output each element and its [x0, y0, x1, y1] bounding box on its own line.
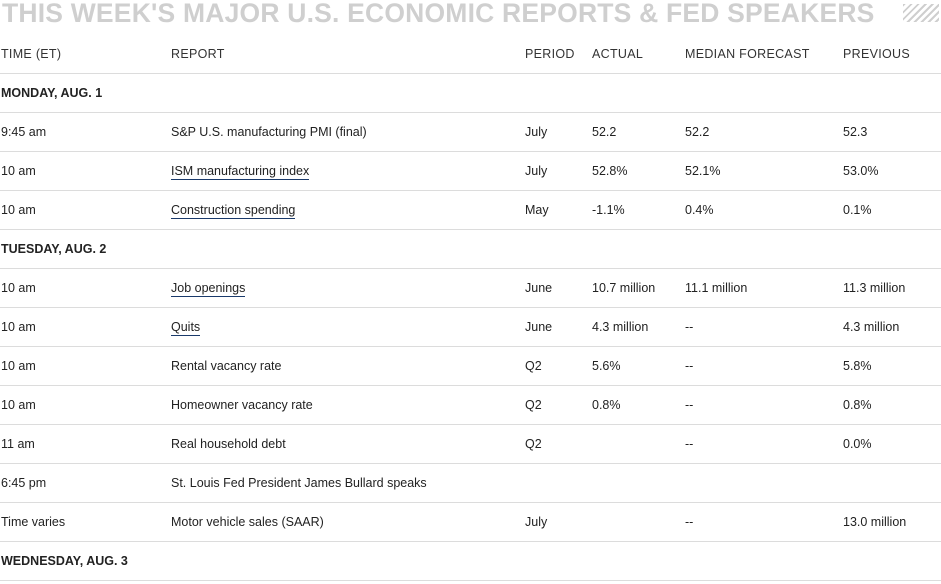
forecast-cell: -- — [684, 346, 842, 386]
actual-cell — [591, 424, 684, 464]
table-row: 11 am Real household debt Q2 -- 0.0% — [0, 424, 941, 464]
previous-cell: 53.0% — [842, 151, 941, 191]
period-cell: Q2 — [524, 346, 591, 386]
column-header-time: TIME (ET) — [0, 34, 170, 74]
table-header-row: TIME (ET) REPORT PERIOD ACTUAL MEDIAN FO… — [0, 34, 941, 74]
period-cell: May — [524, 190, 591, 230]
table-row: 10 am ISM manufacturing index July 52.8% 52.… — [0, 151, 941, 191]
time-cell: Time varies — [0, 502, 170, 542]
column-header-period: PERIOD — [524, 34, 591, 74]
actual-cell: 10.7 million — [591, 268, 684, 308]
day-section-row: WEDNESDAY, AUG. 3 — [0, 541, 941, 581]
period-cell — [524, 463, 591, 503]
report-cell: Construction spending — [170, 190, 524, 230]
period-cell: Q2 — [524, 385, 591, 425]
column-header-report: REPORT — [170, 34, 524, 74]
column-header-previous: PREVIOUS — [842, 34, 941, 74]
table-row: 9:45 am S&P U.S. manufacturing PMI (final… — [0, 112, 941, 152]
time-cell: 10 am — [0, 268, 170, 308]
period-cell: July — [524, 112, 591, 152]
time-cell: 11 am — [0, 424, 170, 464]
previous-cell: 0.8% — [842, 385, 941, 425]
actual-cell: 5.6% — [591, 346, 684, 386]
forecast-cell: 52.2 — [684, 112, 842, 152]
report-cell: St. Louis Fed President James Bullard sp… — [170, 463, 524, 503]
day-label: MONDAY, AUG. 1 — [0, 73, 941, 113]
forecast-cell: -- — [684, 385, 842, 425]
time-cell: 10 am — [0, 307, 170, 347]
table-row: Time varies Motor vehicle sales (SAAR) Jul… — [0, 502, 941, 542]
forecast-cell — [684, 463, 842, 503]
table-row: 10 am Homeowner vacancy rate Q2 0.8% -- 0.8% — [0, 385, 941, 425]
forecast-cell: 11.1 million — [684, 268, 842, 308]
previous-cell: 11.3 million — [842, 268, 941, 308]
report-cell: Job openings — [170, 268, 524, 308]
period-cell: Q2 — [524, 424, 591, 464]
time-cell: 6:45 pm — [0, 463, 170, 503]
report-cell: Quits — [170, 307, 524, 347]
report-cell: Real household debt — [170, 424, 524, 464]
table-body: MONDAY, AUG. 1 9:45 am S&P U.S. manufactur… — [0, 73, 941, 581]
forecast-cell: 0.4% — [684, 190, 842, 230]
decorative-hatch — [903, 4, 939, 22]
day-label: TUESDAY, AUG. 2 — [0, 229, 941, 269]
table-row: 10 am Job openings June 10.7 million 11.1 mi… — [0, 268, 941, 308]
report-link[interactable]: Job openings — [171, 281, 246, 297]
actual-cell: -1.1% — [591, 190, 684, 230]
forecast-cell: -- — [684, 502, 842, 542]
actual-cell: 52.2 — [591, 112, 684, 152]
page-header: THIS WEEK'S MAJOR U.S. ECONOMIC REPORTS … — [0, 0, 941, 34]
forecast-cell: -- — [684, 307, 842, 347]
table-row: 10 am Construction spending May -1.1% 0.4% 0.… — [0, 190, 941, 230]
period-cell: June — [524, 307, 591, 347]
time-cell: 10 am — [0, 190, 170, 230]
report-link[interactable]: Quits — [171, 320, 201, 336]
actual-cell: 52.8% — [591, 151, 684, 191]
time-cell: 10 am — [0, 151, 170, 191]
day-section-row: MONDAY, AUG. 1 — [0, 73, 941, 113]
report-cell: ISM manufacturing index — [170, 151, 524, 191]
forecast-cell: 52.1% — [684, 151, 842, 191]
table-row: 10 am Rental vacancy rate Q2 5.6% -- 5.8% — [0, 346, 941, 386]
actual-cell — [591, 502, 684, 542]
table-row: 10 am Quits June 4.3 million -- 4.3 million — [0, 307, 941, 347]
previous-cell: 13.0 million — [842, 502, 941, 542]
report-cell: Homeowner vacancy rate — [170, 385, 524, 425]
time-cell: 10 am — [0, 385, 170, 425]
column-header-median-forecast: MEDIAN FORECAST — [684, 34, 842, 74]
column-header-actual: ACTUAL — [591, 34, 684, 74]
table-row: 6:45 pm St. Louis Fed President James Bul… — [0, 463, 941, 503]
report-link[interactable]: Construction spending — [171, 203, 296, 219]
report-cell: Rental vacancy rate — [170, 346, 524, 386]
period-cell: June — [524, 268, 591, 308]
previous-cell: 0.1% — [842, 190, 941, 230]
day-label: WEDNESDAY, AUG. 3 — [0, 541, 941, 581]
previous-cell: 5.8% — [842, 346, 941, 386]
period-cell: July — [524, 151, 591, 191]
previous-cell — [842, 463, 941, 503]
economic-calendar-table: TIME (ET) REPORT PERIOD ACTUAL MEDIAN FO… — [0, 34, 941, 581]
time-cell: 10 am — [0, 346, 170, 386]
period-cell: July — [524, 502, 591, 542]
previous-cell: 4.3 million — [842, 307, 941, 347]
previous-cell: 52.3 — [842, 112, 941, 152]
day-section-row: TUESDAY, AUG. 2 — [0, 229, 941, 269]
previous-cell: 0.0% — [842, 424, 941, 464]
actual-cell: 0.8% — [591, 385, 684, 425]
report-cell: S&P U.S. manufacturing PMI (final) — [170, 112, 524, 152]
time-cell: 9:45 am — [0, 112, 170, 152]
report-link[interactable]: ISM manufacturing index — [171, 164, 310, 180]
page-title: THIS WEEK'S MAJOR U.S. ECONOMIC REPORTS … — [2, 0, 875, 28]
actual-cell — [591, 463, 684, 503]
report-cell: Motor vehicle sales (SAAR) — [170, 502, 524, 542]
forecast-cell: -- — [684, 424, 842, 464]
actual-cell: 4.3 million — [591, 307, 684, 347]
